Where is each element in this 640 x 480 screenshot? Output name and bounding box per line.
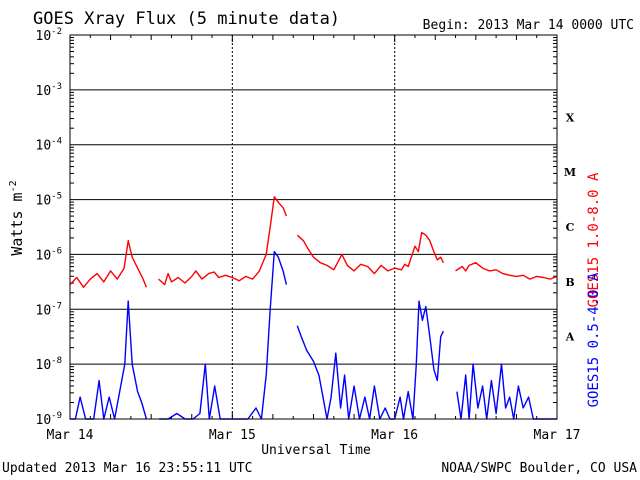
series-line-long-channel xyxy=(69,240,148,288)
series-line-short-channel xyxy=(70,300,148,420)
y-tick-label: 10-2 xyxy=(36,27,63,44)
x-tick-label: Mar 14 xyxy=(47,428,94,443)
y-tick-label: 10-7 xyxy=(36,301,63,318)
x-tick-label: Mar 15 xyxy=(209,428,256,443)
series-line-long-channel xyxy=(296,231,445,275)
flare-class-label: M xyxy=(564,166,576,179)
credit-label: NOAA/SWPC Boulder, CO USA xyxy=(441,461,637,476)
y-axis-label-sup: -2 xyxy=(8,180,19,192)
series-line-long-channel xyxy=(158,196,288,286)
legend-long-channel: GOES15 1.0-8.0 A xyxy=(586,172,602,307)
y-axis-label-text: Watts m xyxy=(8,192,26,255)
y-tick-label: 10-8 xyxy=(36,356,63,373)
y-axis-label: Watts m-2 xyxy=(8,180,26,255)
begin-label: Begin: 2013 Mar 14 0000 UTC xyxy=(423,18,634,33)
flare-class-label: B xyxy=(565,276,574,289)
x-axis-label: Universal Time xyxy=(261,443,371,458)
chart-title: GOES Xray Flux (5 minute data) xyxy=(33,9,340,29)
flare-class-label: C xyxy=(566,221,575,234)
y-tick-label: 10-6 xyxy=(36,246,63,263)
y-tick-label: 10-5 xyxy=(36,192,63,209)
svg-text:Watts m-2: Watts m-2 xyxy=(8,180,26,255)
legend-short-channel: GOES15 0.5-4.0 A xyxy=(586,272,602,407)
updated-label: Updated 2013 Mar 16 23:55:11 UTC xyxy=(2,461,252,476)
y-tick-label: 10-3 xyxy=(36,82,63,99)
plot-frame xyxy=(69,34,558,420)
y-tick-label: 10-9 xyxy=(36,411,63,428)
y-tick-label: 10-4 xyxy=(36,137,63,154)
series-line-long-channel xyxy=(455,262,558,280)
series-line-short-channel xyxy=(296,300,445,420)
x-tick-label: Mar 17 xyxy=(534,428,581,443)
flare-class-label: A xyxy=(565,331,575,344)
series-line-short-channel xyxy=(456,363,557,420)
flare-class-label: X xyxy=(566,111,575,124)
x-tick-label: Mar 16 xyxy=(371,428,418,443)
